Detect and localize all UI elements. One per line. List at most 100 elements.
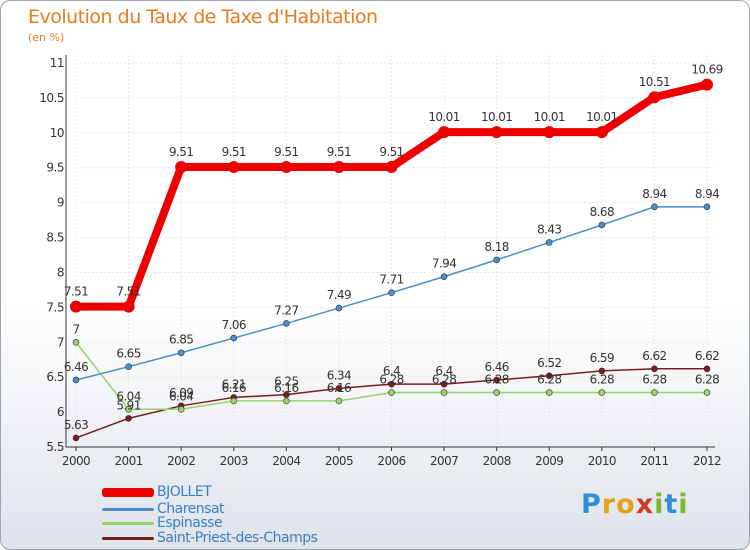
data-point [335,397,343,405]
logo-letter: r [601,489,617,520]
data-label: 6.28 [432,373,456,387]
data-point [283,320,290,327]
legend-swatch-bjollet [102,487,154,497]
data-label: 6.16 [327,381,351,395]
data-point [72,434,80,442]
data-label: 10.51 [639,75,670,89]
data-label: 6.4 [383,364,400,378]
data-point [648,91,661,104]
data-label: 7 [72,322,79,336]
logo-letter: o [616,489,636,520]
data-label: 6.28 [485,373,509,387]
data-point [125,363,132,371]
data-label: 6.16 [222,381,246,395]
data-label: 8.43 [537,222,561,236]
data-label: 6.65 [116,347,140,361]
data-point [332,161,345,174]
data-label: 6.25 [274,375,298,389]
data-point [651,203,658,211]
data-label: 10.01 [481,110,512,124]
data-label: 8.18 [485,240,509,254]
legend-item-bjollet: BJOLLET [102,484,212,500]
data-label: 7.71 [379,273,403,287]
data-point [598,367,606,375]
data-label: 6.28 [379,373,403,387]
data-label: 8.94 [642,187,666,201]
data-point [651,365,658,373]
data-label: 6.34 [327,368,351,382]
proxiti-logo: Proxiti [581,489,689,520]
y-tick-label: 6 [57,405,64,419]
data-label: 5.91 [116,398,140,412]
x-tick-label: 2009 [535,454,563,468]
data-label: 6.16 [274,381,298,395]
data-point [595,126,608,139]
y-tick-label: 5.5 [46,440,64,454]
data-point [440,380,448,388]
data-point [543,126,556,139]
data-point [598,221,606,229]
y-tick-label: 9.5 [46,161,64,175]
logo-letter: i [654,489,665,520]
data-label: 6.46 [64,360,88,374]
data-point [280,161,293,174]
data-point [701,78,713,91]
legend-label: Espinasse [157,515,223,531]
data-point [545,239,553,246]
data-label: 5.63 [64,418,88,432]
data-point [177,405,185,413]
data-point [72,338,80,346]
data-point [388,389,395,396]
data-point [177,349,185,357]
y-tick-label: 10 [50,126,64,140]
data-point [335,304,343,312]
data-point [283,397,290,405]
legend-swatch-charensat [102,507,154,511]
data-point [335,385,343,392]
data-label: 9.51 [327,145,351,159]
data-label: 7.27 [274,303,298,317]
data-label: 6.04 [169,389,193,403]
logo-letter: t [664,489,679,520]
y-tick-label: 11 [50,56,64,70]
data-point [493,376,500,384]
y-tick-label: 7.5 [46,300,64,314]
data-label: 7.94 [432,257,456,271]
data-label: 6.04 [116,389,140,403]
data-point [388,380,395,388]
data-point [651,389,658,396]
data-label: 9.51 [274,145,298,159]
data-label: 6.46 [485,360,509,374]
x-tick-label: 2008 [483,454,511,468]
data-label: 6.09 [169,386,193,400]
data-point [440,389,448,396]
data-label: 8.94 [695,187,719,201]
x-tick-label: 2000 [62,454,90,468]
data-point [598,389,606,396]
data-point [388,289,395,297]
data-label: 8.68 [590,205,614,219]
data-label: 6.85 [169,333,193,347]
legend-swatch-espinasse [102,521,154,525]
y-unit-label: (en %) [28,31,65,44]
data-point [493,389,500,396]
legend-swatch-saint-priest [102,536,154,540]
legend-item-charensat: Charensat [102,501,225,517]
x-tick-label: 2012 [693,454,721,468]
data-label: 6.62 [695,349,719,363]
data-point [125,405,132,413]
data-label: 7.49 [327,288,351,302]
y-tick-label: 10.5 [39,91,64,105]
data-point [440,273,448,280]
logo-letter: i [678,489,689,520]
data-point [70,300,82,313]
data-point [385,161,398,174]
data-label: 6.28 [642,373,666,387]
data-label: 6.28 [695,373,719,387]
data-point [230,334,238,342]
data-point [175,161,188,174]
logo-letter: x [635,489,655,520]
x-tick-label: 2005 [325,454,353,468]
data-label: 9.51 [379,145,403,159]
